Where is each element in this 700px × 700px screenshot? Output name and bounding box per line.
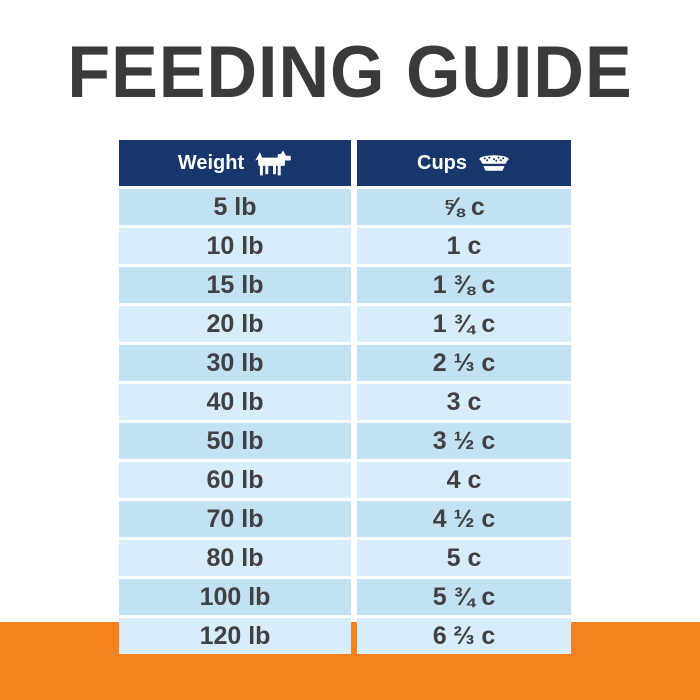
table-row: 5 lb ⅝ c <box>119 189 571 225</box>
cups-cell: 1 ¾ c <box>357 306 571 342</box>
weight-cell: 60 lb <box>119 462 351 498</box>
table-row: 40 lb 3 c <box>119 384 571 420</box>
weight-cell: 30 lb <box>119 345 351 381</box>
weight-cell: 40 lb <box>119 384 351 420</box>
weight-cell: 5 lb <box>119 189 351 225</box>
cups-cell: 1 c <box>357 228 571 264</box>
weight-column-header: Weight <box>119 140 351 186</box>
table-row: 10 lb 1 c <box>119 228 571 264</box>
cups-cell: 2 ⅓ c <box>357 345 571 381</box>
weight-cell: 70 lb <box>119 501 351 537</box>
table-row: 70 lb 4 ½ c <box>119 501 571 537</box>
weight-cell: 50 lb <box>119 423 351 459</box>
weight-cell: 100 lb <box>119 579 351 615</box>
cups-cell: 3 c <box>357 384 571 420</box>
weight-cell: 10 lb <box>119 228 351 264</box>
weight-header-label: Weight <box>177 151 245 174</box>
weight-cell: 80 lb <box>119 540 351 576</box>
table-row: 60 lb 4 c <box>119 462 571 498</box>
bowl-icon <box>477 153 511 173</box>
cups-cell: 3 ½ c <box>357 423 571 459</box>
table-row: 80 lb 5 c <box>119 540 571 576</box>
cups-column-header: Cups <box>357 140 571 186</box>
weight-cell: 20 lb <box>119 306 351 342</box>
cups-cell: 4 ½ c <box>357 501 571 537</box>
dog-icon <box>254 149 292 177</box>
feeding-table: Weight <box>119 140 571 657</box>
table-row: 30 lb 2 ⅓ c <box>119 345 571 381</box>
cups-cell: ⅝ c <box>357 189 571 225</box>
table-row: 20 lb 1 ¾ c <box>119 306 571 342</box>
cups-cell: 1 ⅜ c <box>357 267 571 303</box>
table-header-row: Weight <box>119 140 571 186</box>
cups-header-label: Cups <box>417 151 467 174</box>
table-row: 120 lb 6 ⅔ c <box>119 618 571 654</box>
cups-cell: 5 c <box>357 540 571 576</box>
table-row: 15 lb 1 ⅜ c <box>119 267 571 303</box>
page-title: FEEDING GUIDE <box>67 31 633 113</box>
cups-cell: 5 ¾ c <box>357 579 571 615</box>
table-row: 50 lb 3 ½ c <box>119 423 571 459</box>
table-body: 5 lb ⅝ c 10 lb 1 c 15 lb 1 ⅜ c 20 lb 1 ¾ c 30 lb… <box>119 189 571 654</box>
cups-cell: 4 c <box>357 462 571 498</box>
cups-cell: 6 ⅔ c <box>357 618 571 654</box>
table-row: 100 lb 5 ¾ c <box>119 579 571 615</box>
weight-cell: 120 lb <box>119 618 351 654</box>
weight-cell: 15 lb <box>119 267 351 303</box>
